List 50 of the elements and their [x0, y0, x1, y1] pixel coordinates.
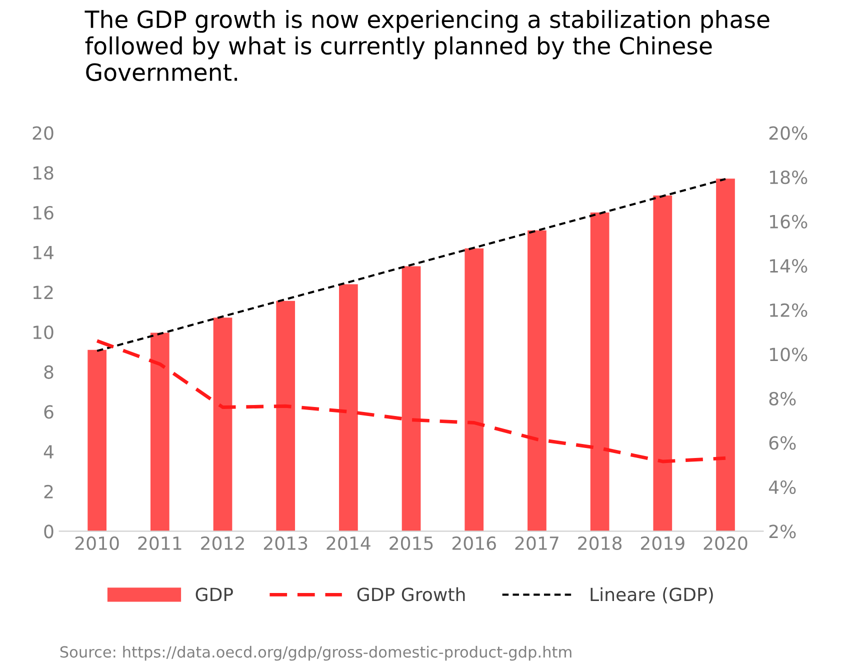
bar — [150, 332, 170, 532]
bar — [590, 212, 610, 532]
y2-tick-label: 20% — [769, 126, 808, 140]
y-tick-label: 16 — [34, 206, 54, 220]
x-tick-label: 2018 — [578, 536, 622, 550]
x-tick-label: 2010 — [75, 536, 119, 550]
y-tick-label: 10 — [34, 325, 54, 340]
bar — [716, 178, 735, 532]
line-series — [95, 339, 728, 464]
x-tick-label: 2011 — [138, 536, 182, 550]
bar — [464, 248, 484, 532]
bar — [528, 230, 546, 532]
x-tick-label: 2019 — [641, 536, 684, 550]
x-tick-label: 2015 — [390, 536, 433, 550]
y-tick-label: 18 — [34, 166, 54, 180]
x-tick-label: 2014 — [326, 536, 370, 550]
bar — [339, 284, 358, 532]
legend-label: Lineare (GDP) — [590, 587, 713, 604]
x-tick-label: 2020 — [704, 536, 748, 550]
y2-tick-label: 12% — [770, 303, 808, 317]
line-series — [96, 178, 727, 352]
y2-tick-label: 6% — [769, 436, 796, 450]
y-tick-label: 12 — [34, 286, 53, 300]
y-tick-label: 0 — [44, 524, 54, 538]
x-tick-label: 2016 — [452, 536, 496, 550]
chart-title: The GDP growth is now experiencing a stabilization phase followed by what is currently planned by the Chinese Government. — [84, 10, 770, 82]
y2-tick-label: 4% — [768, 480, 796, 494]
legend-label: GDP Growth — [357, 587, 465, 602]
x-tick-label: 2013 — [264, 536, 308, 550]
y-tick-label: 2 — [44, 484, 53, 498]
bar — [276, 300, 296, 532]
bar — [402, 266, 421, 532]
y2-tick-label: 2% — [769, 524, 796, 538]
source-note: Source: https://data.oecd.org/gdp/gross-domestic-product-gdp.htm — [60, 646, 572, 661]
bar — [88, 350, 106, 532]
y2-tick-label: 18% — [770, 170, 808, 184]
y2-tick-label: 14% — [770, 259, 808, 273]
x-tick-label: 2017 — [515, 536, 558, 550]
y-tick-label: 4 — [44, 445, 54, 458]
bar — [213, 318, 232, 532]
y2-tick-label: 16% — [770, 214, 808, 228]
legend-label: GDP — [196, 588, 233, 602]
y-tick-label: 14 — [34, 246, 54, 260]
y-tick-label: 20 — [32, 126, 54, 140]
y-tick-label: 8 — [44, 365, 54, 379]
y-tick-label: 6 — [44, 405, 54, 419]
y2-tick-label: 10% — [770, 348, 808, 362]
y2-tick-label: 8% — [769, 392, 796, 406]
bar — [653, 196, 672, 532]
x-tick-label: 2012 — [201, 536, 244, 550]
